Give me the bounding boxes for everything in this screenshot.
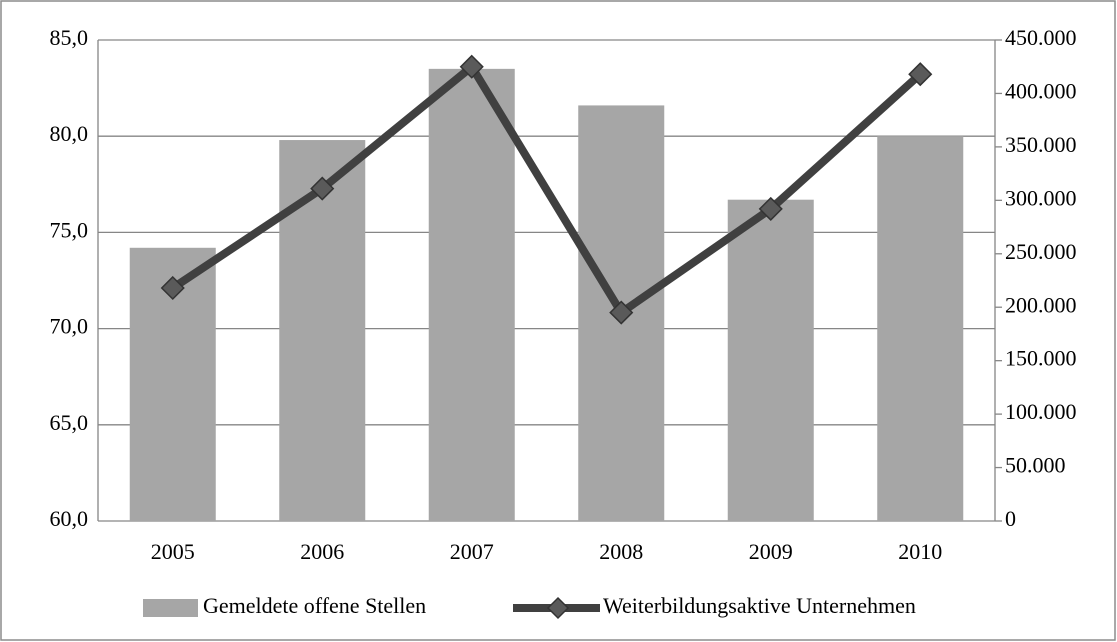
y2-tick-label: 350.000 (1005, 132, 1077, 157)
y2-tick-label: 250.000 (1005, 239, 1077, 264)
marker (310, 176, 335, 201)
y2-tick-label: 200.000 (1005, 292, 1077, 317)
marker (459, 54, 484, 79)
legend-label: Weiterbildungsaktive Unternehmen (603, 593, 916, 618)
y2-tick-label: 100.000 (1005, 399, 1077, 424)
legend-marker (546, 596, 570, 620)
bar (428, 68, 515, 522)
line (170, 60, 923, 319)
marker (908, 62, 933, 87)
bar (877, 136, 964, 521)
y2-tick-label: 300.000 (1005, 185, 1077, 210)
y2-tick-label: 50.000 (1005, 453, 1066, 478)
marker (609, 300, 634, 325)
x-tick-label: 2008 (599, 539, 643, 564)
y2-tick-label: 400.000 (1005, 78, 1077, 103)
y2-tick-label: 450.000 (1005, 25, 1077, 50)
x-tick-label: 2007 (450, 539, 494, 564)
y-tick-label: 65,0 (50, 410, 89, 435)
legend-label: Gemeldete offene Stellen (203, 593, 426, 618)
legend-swatch (143, 599, 198, 617)
y2-tick-label: 0 (1005, 506, 1016, 531)
y-tick-label: 85,0 (50, 25, 89, 50)
x-tick-label: 2005 (151, 539, 195, 564)
marker (160, 275, 185, 301)
x-tick-label: 2009 (749, 539, 793, 564)
y-tick-label: 70,0 (50, 314, 89, 339)
y-tick-label: 80,0 (50, 121, 89, 146)
y-tick-label: 60,0 (50, 506, 89, 531)
x-tick-label: 2010 (898, 539, 942, 564)
bar (727, 199, 814, 521)
y-tick-label: 75,0 (50, 217, 89, 242)
y2-tick-label: 150.000 (1005, 346, 1077, 371)
marker (758, 196, 783, 221)
x-tick-label: 2006 (300, 539, 344, 564)
